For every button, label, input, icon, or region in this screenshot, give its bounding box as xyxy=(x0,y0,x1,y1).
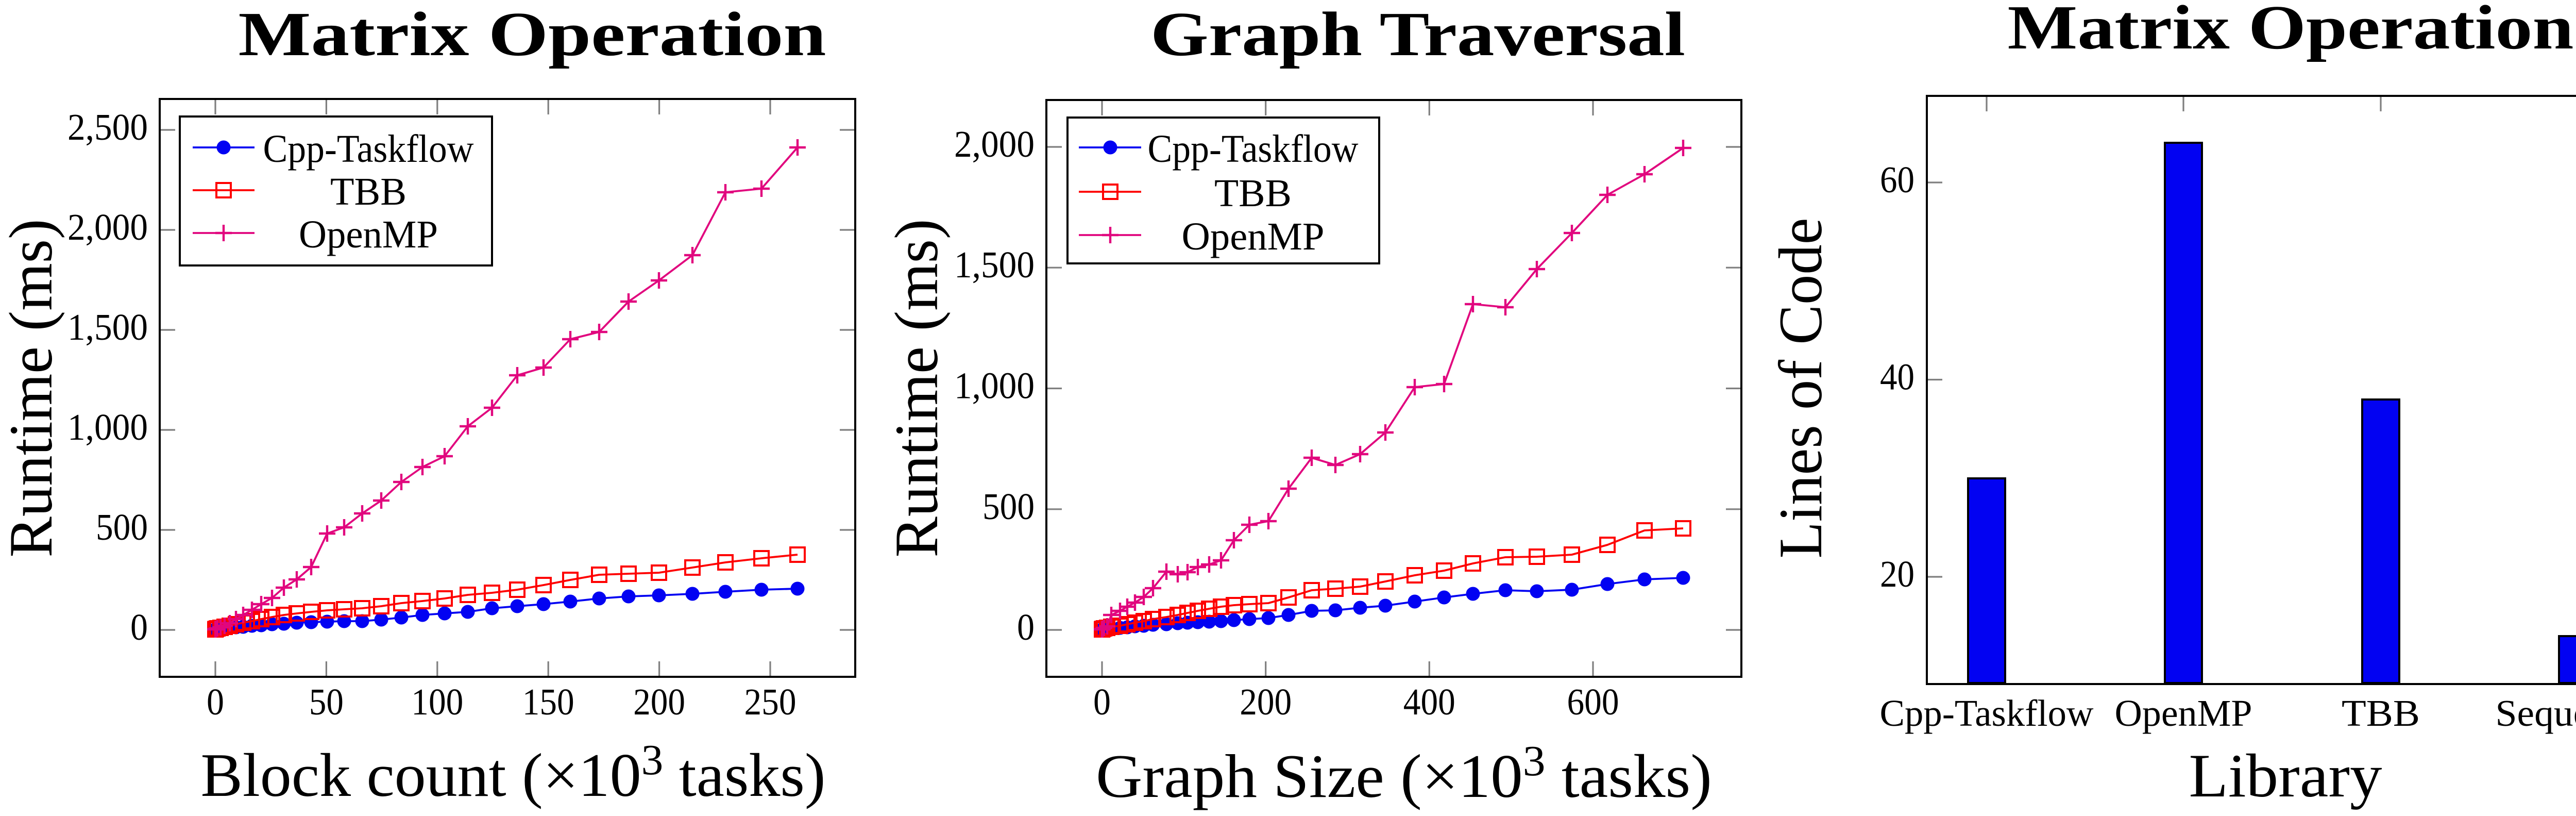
svg-text:OpenMP: OpenMP xyxy=(2115,692,2252,734)
svg-text:2,000: 2,000 xyxy=(67,206,148,248)
svg-text:250: 250 xyxy=(744,681,796,723)
svg-text:OpenMP: OpenMP xyxy=(299,213,438,256)
svg-text:1,500: 1,500 xyxy=(67,306,148,348)
svg-text:2,000: 2,000 xyxy=(954,123,1035,165)
svg-text:Graph Size (×103 tasks): Graph Size (×10 3 tasks) xyxy=(1096,737,1712,810)
svg-text:Matrix Operation: Matrix Operation xyxy=(239,0,826,69)
svg-text:100: 100 xyxy=(411,681,463,723)
svg-text:Cpp-Taskflow: Cpp-Taskflow xyxy=(1148,127,1359,171)
svg-text:Matrix Operation: Matrix Operation xyxy=(2008,0,2574,62)
svg-text:150: 150 xyxy=(522,681,574,723)
svg-text:1,000: 1,000 xyxy=(67,406,148,448)
svg-text:0: 0 xyxy=(207,681,224,723)
svg-text:200: 200 xyxy=(1240,681,1292,723)
svg-text:Runtime (ms): Runtime (ms) xyxy=(882,219,951,558)
svg-text:Sequential: Sequential xyxy=(2496,692,2576,734)
svg-text:Cpp-Taskflow: Cpp-Taskflow xyxy=(263,127,474,171)
svg-text:50: 50 xyxy=(309,681,344,723)
svg-text:200: 200 xyxy=(633,681,685,723)
svg-text:Cpp-Taskflow: Cpp-Taskflow xyxy=(1880,692,2094,734)
svg-text:2,500: 2,500 xyxy=(67,106,148,148)
svg-text:TBB: TBB xyxy=(2342,692,2420,734)
svg-text:500: 500 xyxy=(96,506,148,548)
svg-text:Library: Library xyxy=(2189,741,2382,810)
svg-text:0: 0 xyxy=(130,606,148,648)
svg-text:Runtime (ms): Runtime (ms) xyxy=(0,219,65,558)
svg-text:400: 400 xyxy=(1403,681,1455,723)
svg-text:500: 500 xyxy=(982,486,1035,527)
svg-text:20: 20 xyxy=(1880,553,1914,595)
svg-text:Lines of Code: Lines of Code xyxy=(1766,218,1835,559)
svg-text:600: 600 xyxy=(1567,681,1619,723)
svg-text:TBB: TBB xyxy=(1214,172,1292,215)
svg-text:40: 40 xyxy=(1880,356,1914,398)
svg-text:TBB: TBB xyxy=(330,170,406,213)
svg-text:60: 60 xyxy=(1880,159,1914,201)
svg-text:1,000: 1,000 xyxy=(954,365,1035,407)
svg-text:1,500: 1,500 xyxy=(954,244,1035,286)
svg-text:OpenMP: OpenMP xyxy=(1182,215,1325,258)
svg-text:Block count (×103 tasks): Block count (×10 3 tasks) xyxy=(201,736,826,809)
svg-text:Graph Traversal: Graph Traversal xyxy=(1150,0,1685,69)
svg-text:0: 0 xyxy=(1017,606,1035,648)
svg-text:0: 0 xyxy=(1093,681,1111,723)
